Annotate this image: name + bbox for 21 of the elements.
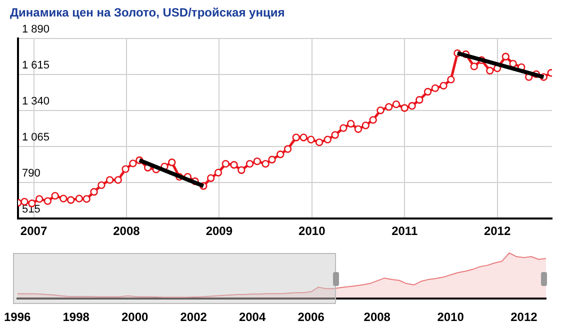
- y-tick-label: 1 340: [22, 96, 50, 108]
- y-tick-label: 1 065: [22, 132, 50, 144]
- x-tick-label: 2012: [510, 310, 538, 324]
- x-tick-label: 2004: [238, 310, 266, 324]
- x-tick-label: 2009: [206, 224, 233, 238]
- x-tick-label: 2007: [20, 224, 48, 238]
- x-tick-label: 2010: [298, 224, 326, 238]
- y-tick-label: 1 615: [22, 59, 50, 72]
- x-tick-label: 2002: [180, 310, 208, 324]
- x-tick-label: 2006: [298, 310, 325, 324]
- x-tick-label: 1998: [62, 310, 90, 324]
- x-tick-label: 2008: [364, 310, 391, 324]
- y-tick-label: 1 890: [22, 23, 50, 36]
- x-tick-label: 2011: [392, 224, 418, 238]
- chart-title: Динамика цен на Золото, USD/тройская унция: [10, 6, 285, 20]
- x-tick-label: 2010: [437, 310, 464, 324]
- x-tick-label: 2008: [113, 224, 140, 238]
- y-tick-label: 790: [22, 168, 40, 180]
- x-tick-label: 2000: [121, 310, 148, 324]
- x-tick-label: 1996: [4, 310, 32, 324]
- x-tick-label: 2012: [484, 224, 511, 238]
